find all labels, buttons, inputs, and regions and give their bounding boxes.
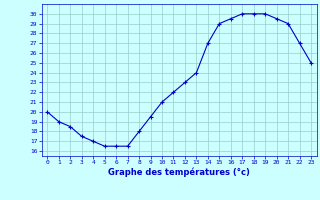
X-axis label: Graphe des températures (°c): Graphe des températures (°c) — [108, 168, 250, 177]
